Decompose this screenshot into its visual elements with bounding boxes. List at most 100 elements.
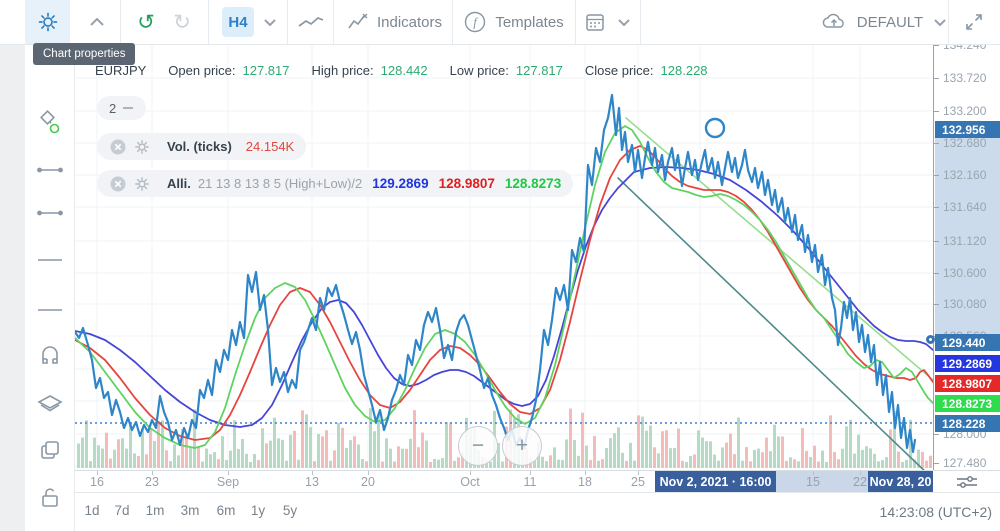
volume-bar [185, 435, 188, 468]
volume-bar [241, 438, 244, 468]
layout-label: DEFAULT [856, 13, 924, 31]
plus-icon: + [515, 434, 529, 457]
volume-bar [729, 433, 732, 468]
volume-bar [881, 460, 884, 468]
range-button-7d[interactable]: 7d [114, 503, 130, 518]
volume-bar [341, 427, 344, 468]
volume-bar [585, 445, 588, 468]
layout-dropdown[interactable] [928, 0, 952, 44]
range-button-5y[interactable]: 5y [282, 503, 298, 518]
volume-bar [117, 439, 120, 468]
volume-bar [89, 461, 92, 468]
circle-drawing-marker[interactable] [704, 117, 726, 139]
range-button-1y[interactable]: 1y [250, 503, 266, 518]
templates-button[interactable]: f Templates [458, 0, 570, 44]
price-tick [934, 207, 939, 208]
time-tick [585, 471, 586, 475]
extended-line-tool[interactable] [25, 292, 75, 328]
price-axis[interactable]: 134.240 133.720 133.200 132.680 132.160 131.6… [933, 38, 1000, 492]
volume-bar [425, 440, 428, 468]
volume-bar [685, 461, 688, 468]
gear-icon [135, 176, 149, 191]
calendar-dropdown[interactable] [612, 0, 636, 44]
fullscreen-button[interactable] [954, 0, 994, 44]
timeframe-value: H4 [222, 7, 254, 37]
time-badge: Nov 28, 20 [868, 471, 933, 492]
volume-bar [625, 460, 628, 468]
axis-settings-corner[interactable] [933, 470, 1000, 492]
volume-settings-button[interactable] [133, 138, 151, 156]
series-alligator-lips[interactable] [75, 125, 933, 449]
volume-bar [109, 458, 112, 468]
time-tick [228, 471, 229, 475]
alligator-indicator-legend[interactable]: Alli. 21 13 8 13 8 5 (High+Low)/2 129.28… [97, 170, 574, 197]
range-button-1m[interactable]: 1m [145, 503, 165, 518]
price-badge-132.956: 132.956 [935, 121, 1000, 138]
timeframe-dropdown[interactable] [258, 0, 282, 44]
drawings-count-badge[interactable]: 2 [97, 96, 147, 120]
volume-bar [541, 456, 544, 468]
zoom-in-button[interactable]: + [502, 426, 542, 466]
indicators-label: Indicators [376, 13, 443, 31]
time-axis[interactable]: 16 23 Sep 13 20 Oct 11 18 25 15 22 Nov 2, 2021 · 16… [75, 470, 933, 492]
volume-bar [261, 428, 264, 468]
volume-bar [745, 447, 748, 468]
layout-button[interactable]: DEFAULT [812, 0, 932, 44]
undo-button[interactable]: ↺ [131, 0, 161, 44]
volume-bar [613, 433, 616, 468]
lock-button[interactable] [25, 479, 75, 515]
layers-button[interactable] [25, 385, 75, 421]
price-axis-label: 132.680 [943, 136, 987, 150]
timeframe-button[interactable]: H4 [220, 0, 256, 44]
zoom-out-button[interactable]: − [458, 426, 498, 466]
volume-bar [565, 439, 568, 468]
trend-line-tool[interactable] [25, 152, 75, 188]
redo-button[interactable]: ↻ [167, 0, 197, 44]
volume-bar [777, 436, 780, 468]
volume-bar [181, 429, 184, 468]
volume-bar [645, 430, 648, 468]
collapse-toolbar-button[interactable] [82, 0, 112, 44]
range-button-6m[interactable]: 6m [216, 503, 236, 518]
volume-bar [785, 460, 788, 468]
volume-bar [133, 453, 136, 468]
volume-bar [765, 437, 768, 468]
volume-bar [337, 422, 340, 468]
remove-alligator-button[interactable] [109, 175, 127, 193]
shape-brush-tool[interactable] [25, 105, 75, 141]
range-button-1d[interactable]: 1d [84, 503, 100, 518]
range-button-3m[interactable]: 3m [180, 503, 200, 518]
left-rail [0, 0, 25, 531]
fullscreen-icon [966, 14, 982, 30]
duplicate-button[interactable] [25, 432, 75, 468]
series-trendline-teal[interactable] [617, 177, 930, 470]
volume-indicator-legend[interactable]: Vol. (ticks) 24.154K [97, 133, 307, 160]
calendar-button[interactable] [580, 0, 610, 44]
volume-bar [737, 417, 740, 468]
horizontal-line-tool[interactable] [25, 242, 75, 278]
time-axis-label: 13 [305, 475, 319, 489]
low-label: Low price: [449, 63, 509, 78]
series-alligator-jaw[interactable] [75, 166, 933, 428]
price-chart[interactable] [75, 45, 933, 470]
trash-button[interactable] [25, 525, 75, 531]
volume-bar [201, 461, 204, 468]
volume-bar [693, 454, 696, 468]
symbol-name: EURJPY [95, 63, 147, 78]
volume-bar [769, 451, 772, 468]
volume-bar [589, 460, 592, 468]
time-tick [813, 471, 814, 475]
chart-properties-button[interactable] [25, 0, 70, 44]
chart-type-button[interactable] [291, 0, 331, 44]
ray-line-tool[interactable] [25, 195, 75, 231]
series-price[interactable] [75, 93, 917, 454]
indicators-button[interactable]: Indicators [340, 0, 450, 44]
series-alligator-teeth[interactable] [75, 145, 933, 441]
volume-bar [705, 441, 708, 468]
high-label: High price: [311, 63, 374, 78]
magnet-mode-button[interactable] [25, 339, 75, 375]
remove-volume-button[interactable] [109, 138, 127, 156]
volume-bar [557, 459, 560, 468]
alligator-settings-button[interactable] [133, 175, 151, 193]
volume-bar [801, 428, 804, 468]
